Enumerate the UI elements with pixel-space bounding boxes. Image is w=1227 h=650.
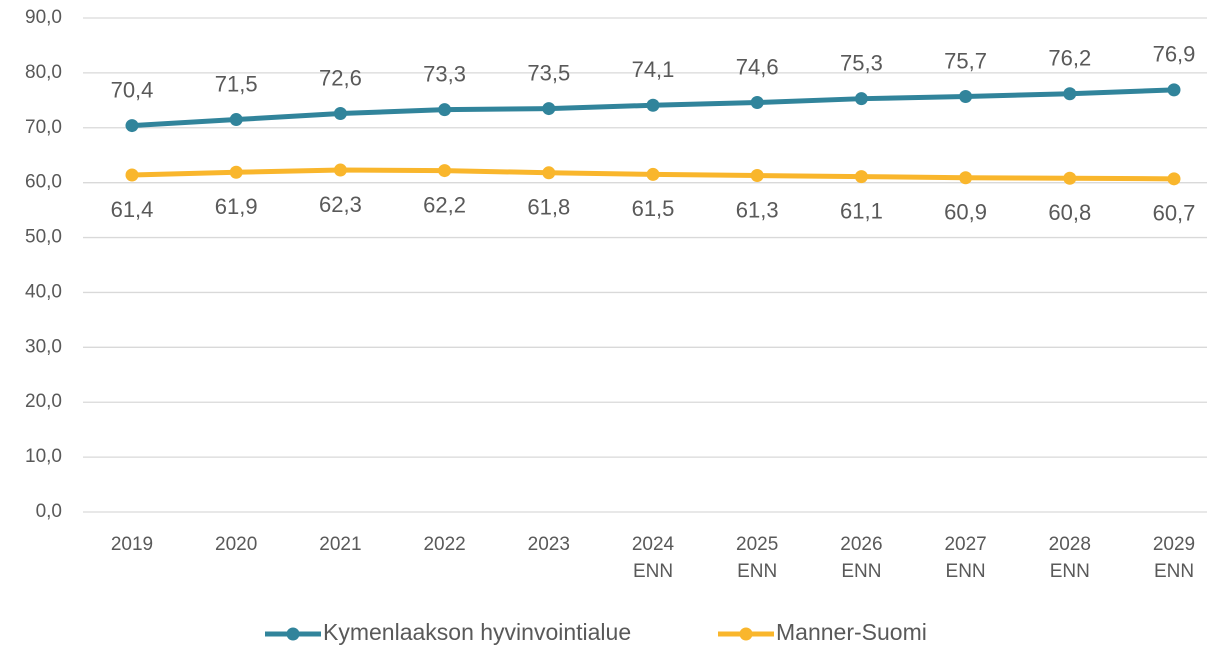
data-point — [1167, 172, 1181, 186]
data-point — [750, 169, 764, 183]
data-point — [959, 89, 973, 103]
data-label: 75,7 — [944, 48, 987, 73]
y-tick-label: 40,0 — [25, 281, 62, 302]
data-label: 71,5 — [215, 71, 258, 96]
data-label: 76,2 — [1048, 46, 1091, 71]
data-label: 62,3 — [319, 192, 362, 217]
data-label: 74,6 — [736, 54, 779, 79]
data-point — [1063, 87, 1077, 101]
x-tick-label: 2020 — [215, 534, 258, 555]
data-point — [959, 171, 973, 185]
data-point — [542, 102, 556, 116]
data-label: 61,5 — [632, 196, 675, 221]
data-label: 72,6 — [319, 65, 362, 90]
y-tick-label: 10,0 — [25, 446, 62, 467]
data-label: 76,9 — [1153, 42, 1196, 67]
legend-label: Kymenlaakson hyvinvointialue — [323, 619, 631, 645]
data-point — [750, 96, 764, 110]
y-tick-label: 30,0 — [25, 336, 62, 357]
x-tick-label: 2028 ENN — [1048, 534, 1091, 582]
data-label: 61,8 — [527, 195, 570, 220]
data-point — [854, 170, 868, 184]
data-label: 60,7 — [1153, 201, 1196, 226]
data-point — [333, 107, 347, 121]
data-label: 61,3 — [736, 197, 779, 222]
data-point — [646, 98, 660, 112]
legend-marker — [286, 627, 300, 641]
data-label: 73,3 — [423, 61, 466, 86]
data-point — [438, 103, 452, 117]
data-label: 61,1 — [840, 198, 883, 223]
data-point — [646, 167, 660, 181]
data-label: 70,4 — [111, 77, 154, 102]
data-label: 61,4 — [111, 197, 154, 222]
legend-marker — [739, 627, 753, 641]
data-label: 74,1 — [632, 57, 675, 82]
x-tick-label: 2023 — [527, 534, 570, 555]
y-tick-label: 0,0 — [36, 501, 62, 522]
x-tick-label: 2021 — [319, 534, 362, 555]
y-tick-label: 70,0 — [25, 117, 62, 138]
x-tick-label: 2024 ENN — [631, 534, 675, 582]
x-tick-label: 2025 ENN — [736, 534, 779, 582]
data-label: 60,8 — [1048, 200, 1091, 225]
data-point — [854, 92, 868, 106]
data-point — [333, 163, 347, 177]
x-tick-label: 2029 ENN — [1152, 534, 1196, 582]
data-point — [438, 164, 452, 178]
y-tick-label: 80,0 — [25, 62, 62, 83]
data-point — [229, 113, 243, 127]
data-label: 61,9 — [215, 194, 258, 219]
y-tick-label: 20,0 — [25, 391, 62, 412]
data-point — [229, 165, 243, 179]
data-label: 60,9 — [944, 200, 987, 225]
data-point — [125, 168, 139, 182]
data-point — [1063, 171, 1077, 185]
y-tick-label: 90,0 — [25, 7, 62, 28]
data-point — [125, 119, 139, 133]
x-tick-label: 2022 — [423, 534, 466, 555]
data-point — [542, 166, 556, 180]
data-label: 73,5 — [527, 60, 570, 85]
y-tick-label: 60,0 — [25, 172, 62, 193]
data-label: 62,2 — [423, 192, 466, 217]
data-point — [1167, 83, 1181, 97]
legend-label: Manner-Suomi — [776, 619, 927, 645]
x-tick-label: 2019 — [110, 534, 154, 555]
data-label: 75,3 — [840, 50, 883, 75]
x-tick-label: 2027 ENN — [944, 534, 987, 582]
x-tick-label: 2026 ENN — [840, 534, 883, 582]
y-tick-label: 50,0 — [25, 227, 62, 248]
